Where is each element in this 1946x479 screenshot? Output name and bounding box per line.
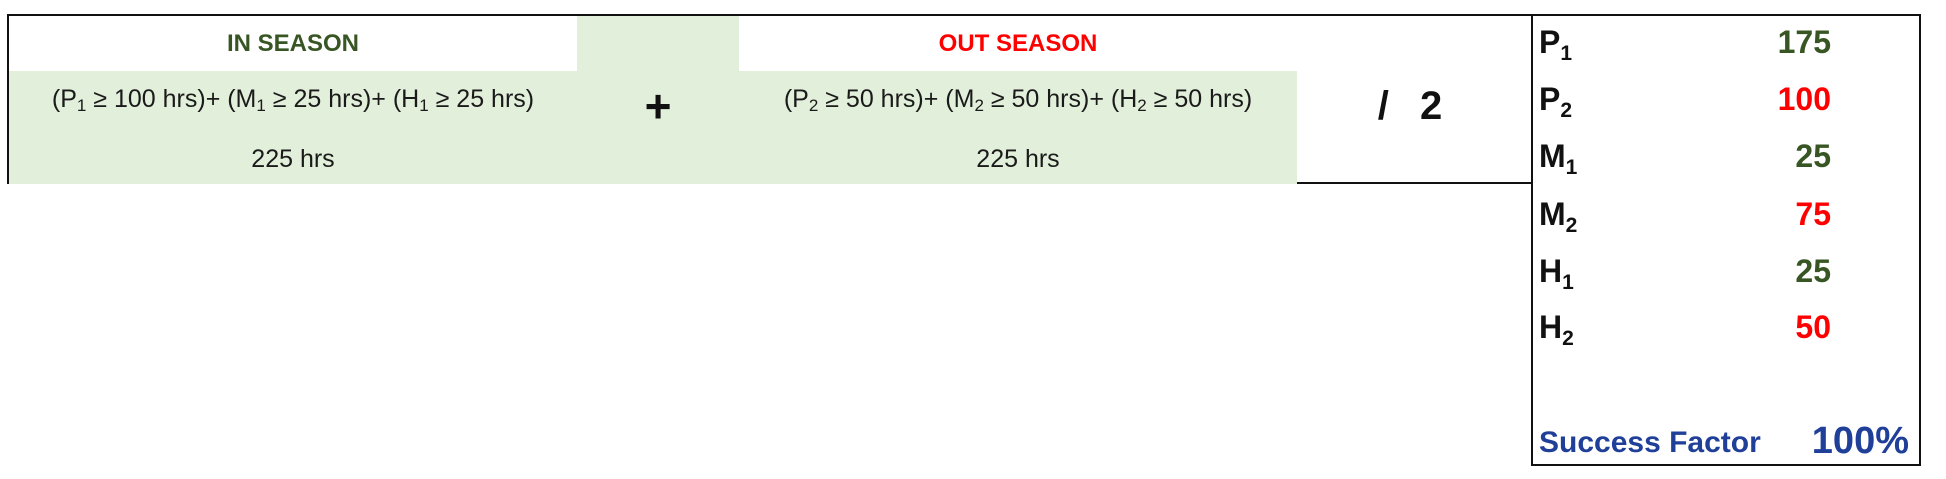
value-number: 175 xyxy=(1777,24,1831,60)
value-row: H2 50 xyxy=(1533,309,1919,361)
plus-operator: + xyxy=(644,80,672,132)
success-factor-value: 100% xyxy=(1811,420,1909,462)
value-number: 25 xyxy=(1795,138,1831,174)
out-term-1: (P2 ≥ 50 hrs) xyxy=(783,84,924,115)
out-season-band xyxy=(739,71,1297,184)
in-term-3: + (H1 ≥ 25 hrs) xyxy=(371,84,535,115)
out-season-expression: (P2 ≥ 50 hrs) + (M2 ≥ 50 hrs) + (H2 ≥ 50… xyxy=(739,78,1297,120)
value-label: H2 xyxy=(1539,309,1574,350)
in-season-expression: (P1 ≥ 100 hrs) + (M1 ≥ 25 hrs) + (H1 ≥ 2… xyxy=(9,78,577,120)
value-label: M2 xyxy=(1539,196,1578,237)
value-row: P2 100 xyxy=(1533,81,1919,133)
value-number: 100 xyxy=(1777,81,1831,117)
value-label: P1 xyxy=(1539,24,1573,65)
formula-box: IN SEASON OUT SEASON (P1 ≥ 100 hrs) + (M… xyxy=(7,14,1531,184)
values-panel: P1 175 P2 100 M1 25 M2 75 H1 25 H2 50 Su… xyxy=(1531,14,1921,466)
in-term-1: (P1 ≥ 100 hrs) xyxy=(51,84,206,115)
out-term-3: + (H2 ≥ 50 hrs) xyxy=(1089,84,1253,115)
value-number: 50 xyxy=(1795,309,1831,345)
value-row: M2 75 xyxy=(1533,196,1919,248)
out-season-header: OUT SEASON xyxy=(938,30,1098,57)
value-row: H1 25 xyxy=(1533,253,1919,305)
operator-band xyxy=(577,16,739,184)
in-term-2: + (M1 ≥ 25 hrs) xyxy=(205,84,372,115)
out-term-2: + (M2 ≥ 50 hrs) xyxy=(923,84,1090,115)
in-season-total: 225 hrs xyxy=(251,144,335,173)
value-label: H1 xyxy=(1539,253,1574,294)
value-row: P1 175 xyxy=(1533,24,1919,76)
success-factor-label: Success Factor xyxy=(1539,426,1761,459)
in-season-band xyxy=(9,71,577,184)
value-number: 25 xyxy=(1795,253,1831,289)
value-label: M1 xyxy=(1539,138,1578,179)
value-number: 75 xyxy=(1795,196,1831,232)
value-row: M1 25 xyxy=(1533,138,1919,190)
out-season-total: 225 hrs xyxy=(976,144,1060,173)
value-label: P2 xyxy=(1539,81,1573,122)
in-season-header: IN SEASON xyxy=(226,30,360,57)
divide-by-two: / 2 xyxy=(1377,83,1453,128)
